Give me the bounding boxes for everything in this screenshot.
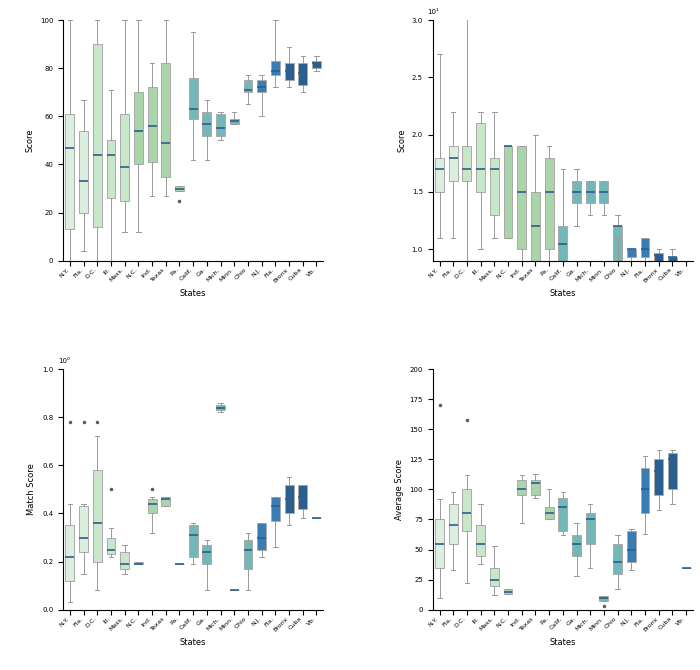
PathPatch shape <box>244 80 253 92</box>
PathPatch shape <box>79 507 88 552</box>
PathPatch shape <box>517 480 526 495</box>
PathPatch shape <box>572 180 581 204</box>
PathPatch shape <box>189 78 197 119</box>
PathPatch shape <box>572 535 581 555</box>
PathPatch shape <box>285 64 293 80</box>
PathPatch shape <box>134 92 143 165</box>
Y-axis label: Average Score: Average Score <box>395 459 404 520</box>
PathPatch shape <box>599 596 608 601</box>
PathPatch shape <box>640 468 650 513</box>
PathPatch shape <box>545 507 554 519</box>
PathPatch shape <box>490 157 499 215</box>
PathPatch shape <box>148 88 157 162</box>
PathPatch shape <box>559 226 567 263</box>
PathPatch shape <box>93 470 102 561</box>
PathPatch shape <box>106 141 116 198</box>
Text: 10¹: 10¹ <box>428 9 439 15</box>
PathPatch shape <box>627 531 636 561</box>
PathPatch shape <box>120 552 129 569</box>
PathPatch shape <box>230 119 239 123</box>
PathPatch shape <box>586 180 595 204</box>
PathPatch shape <box>161 64 170 176</box>
PathPatch shape <box>517 146 526 249</box>
PathPatch shape <box>298 484 307 509</box>
PathPatch shape <box>202 545 211 564</box>
PathPatch shape <box>490 567 499 586</box>
PathPatch shape <box>435 519 444 567</box>
PathPatch shape <box>640 238 650 257</box>
PathPatch shape <box>202 111 211 135</box>
PathPatch shape <box>559 498 567 531</box>
PathPatch shape <box>134 561 143 564</box>
PathPatch shape <box>257 80 266 92</box>
PathPatch shape <box>613 226 622 261</box>
X-axis label: States: States <box>550 289 576 298</box>
PathPatch shape <box>271 61 280 76</box>
PathPatch shape <box>476 123 485 192</box>
PathPatch shape <box>476 525 485 555</box>
PathPatch shape <box>449 504 458 543</box>
Text: 10⁰: 10⁰ <box>58 358 69 364</box>
PathPatch shape <box>216 114 225 135</box>
PathPatch shape <box>257 523 266 549</box>
PathPatch shape <box>79 131 88 212</box>
PathPatch shape <box>189 525 197 557</box>
PathPatch shape <box>463 489 471 531</box>
PathPatch shape <box>161 496 170 507</box>
PathPatch shape <box>503 146 512 238</box>
Y-axis label: Score: Score <box>25 129 34 152</box>
PathPatch shape <box>531 480 540 495</box>
PathPatch shape <box>93 44 102 227</box>
PathPatch shape <box>654 460 663 495</box>
PathPatch shape <box>613 543 622 574</box>
PathPatch shape <box>627 249 636 257</box>
PathPatch shape <box>599 180 608 204</box>
PathPatch shape <box>285 484 293 513</box>
PathPatch shape <box>668 454 677 489</box>
PathPatch shape <box>545 157 554 249</box>
X-axis label: States: States <box>180 289 206 298</box>
PathPatch shape <box>503 589 512 594</box>
Y-axis label: Match Score: Match Score <box>27 464 36 515</box>
PathPatch shape <box>148 499 157 513</box>
PathPatch shape <box>654 253 663 263</box>
PathPatch shape <box>65 525 74 581</box>
PathPatch shape <box>463 146 471 180</box>
PathPatch shape <box>668 257 677 269</box>
PathPatch shape <box>106 537 116 554</box>
PathPatch shape <box>216 405 225 410</box>
PathPatch shape <box>175 186 184 191</box>
PathPatch shape <box>435 157 444 192</box>
PathPatch shape <box>271 496 280 521</box>
PathPatch shape <box>244 540 253 569</box>
X-axis label: States: States <box>180 638 206 647</box>
PathPatch shape <box>449 146 458 180</box>
PathPatch shape <box>312 61 321 68</box>
PathPatch shape <box>586 513 595 543</box>
PathPatch shape <box>298 64 307 85</box>
X-axis label: States: States <box>550 638 576 647</box>
Y-axis label: Score: Score <box>397 129 406 152</box>
PathPatch shape <box>531 192 540 261</box>
PathPatch shape <box>120 114 129 200</box>
PathPatch shape <box>65 114 74 229</box>
